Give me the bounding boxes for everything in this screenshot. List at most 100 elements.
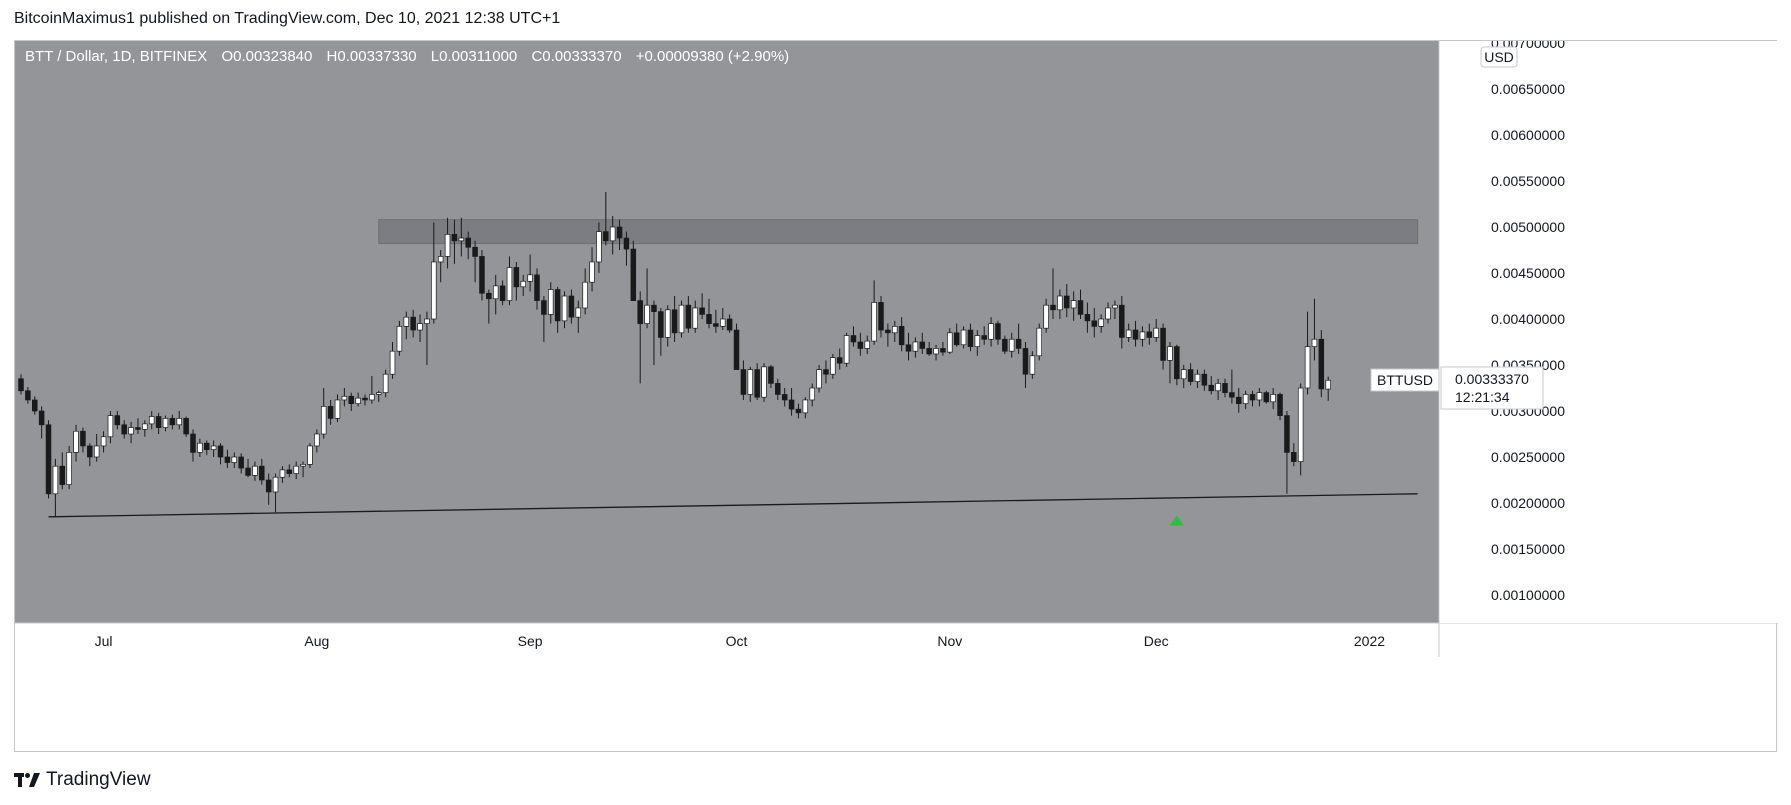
candle-body bbox=[1098, 318, 1104, 327]
candle bbox=[437, 250, 444, 283]
candle-body bbox=[155, 416, 162, 428]
candle-body bbox=[465, 237, 471, 248]
candle-body bbox=[1002, 338, 1008, 352]
candle-body bbox=[252, 465, 258, 476]
legend-l-value: 0.00311000 bbox=[439, 48, 517, 65]
candle bbox=[1139, 326, 1146, 347]
resistance-zone-layer bbox=[378, 219, 1419, 245]
plot-area bbox=[15, 41, 1439, 623]
candle-body bbox=[843, 335, 850, 364]
candle-body bbox=[905, 344, 912, 352]
publisher-name[interactable]: BitcoinMaximus1 bbox=[14, 10, 135, 27]
candle-body bbox=[823, 369, 829, 375]
candle-body bbox=[1256, 392, 1263, 401]
candle bbox=[1077, 289, 1084, 319]
candle-body bbox=[1215, 383, 1221, 392]
candle-body bbox=[341, 395, 348, 401]
candle-body bbox=[1297, 387, 1304, 462]
candle bbox=[1249, 390, 1256, 407]
currency-label: USD bbox=[1484, 49, 1514, 65]
support-trendline bbox=[48, 493, 1418, 518]
candle bbox=[334, 394, 341, 423]
legend-l-label: L bbox=[431, 48, 439, 65]
candle bbox=[905, 332, 912, 361]
candle-body bbox=[830, 357, 836, 375]
candle-body bbox=[1208, 384, 1214, 392]
candle bbox=[568, 289, 575, 324]
candle bbox=[389, 342, 396, 379]
candle-body bbox=[279, 469, 286, 478]
candle-body bbox=[651, 304, 657, 312]
candle-body bbox=[293, 465, 299, 474]
candle bbox=[1160, 323, 1166, 370]
candle-body bbox=[389, 350, 396, 375]
candle bbox=[981, 326, 987, 345]
candle bbox=[190, 429, 196, 462]
candle bbox=[376, 390, 382, 402]
candle bbox=[843, 332, 850, 367]
legend-c-label: C bbox=[531, 48, 542, 65]
support-line-layer bbox=[48, 493, 1418, 518]
candle bbox=[1112, 300, 1118, 319]
candle bbox=[892, 320, 898, 342]
candle bbox=[1256, 388, 1263, 407]
candle-body bbox=[596, 231, 602, 263]
candle bbox=[472, 240, 478, 283]
candle-body bbox=[857, 341, 864, 349]
candle-body bbox=[809, 387, 815, 401]
currency-badge[interactable]: USD bbox=[1480, 46, 1518, 68]
candle bbox=[224, 449, 231, 469]
candle-body bbox=[80, 430, 86, 447]
candle bbox=[155, 412, 162, 434]
price-axis-ticks: 0.00700000 0.00650000 0.00600000 0.00550000… bbox=[1491, 41, 1565, 603]
candle-body bbox=[1249, 394, 1256, 401]
candle bbox=[183, 416, 189, 437]
candle-body bbox=[1242, 394, 1249, 404]
time-axis-area bbox=[15, 623, 1439, 657]
candle bbox=[52, 458, 59, 517]
candle-body bbox=[369, 394, 375, 401]
candle-body bbox=[18, 378, 24, 392]
candle-body bbox=[761, 366, 767, 398]
candle bbox=[1174, 344, 1180, 386]
candle bbox=[444, 217, 451, 269]
candle-body bbox=[1029, 355, 1036, 375]
candle-body bbox=[1077, 300, 1084, 315]
candle bbox=[1022, 342, 1029, 388]
candle-body bbox=[437, 256, 444, 263]
price-tick-label: 0.00150000 bbox=[1491, 541, 1565, 557]
candle-body bbox=[135, 427, 141, 430]
candle bbox=[596, 222, 602, 273]
candle-body bbox=[169, 418, 176, 426]
candle bbox=[575, 300, 582, 333]
candle-body bbox=[382, 373, 389, 393]
candle-body bbox=[706, 314, 712, 324]
candle bbox=[1277, 392, 1283, 421]
chart-canvas[interactable]: 0.00700000 0.00650000 0.00600000 0.00550000… bbox=[15, 41, 1778, 753]
candle bbox=[341, 388, 348, 407]
candle bbox=[38, 406, 45, 439]
candle-body bbox=[768, 366, 774, 384]
price-axis-area[interactable] bbox=[1439, 41, 1778, 623]
candle bbox=[582, 268, 588, 315]
candle-body bbox=[554, 289, 561, 322]
legend-symbol[interactable]: BTT / Dollar, 1D, BITFINEX bbox=[25, 48, 207, 65]
candle bbox=[1201, 369, 1208, 391]
candle bbox=[59, 452, 66, 490]
candle-body bbox=[630, 248, 637, 301]
candle-body bbox=[1325, 379, 1331, 390]
candle-body bbox=[472, 246, 478, 257]
candle-body bbox=[720, 318, 726, 327]
candle-body bbox=[272, 476, 279, 493]
candle-body bbox=[73, 430, 79, 453]
candle-body bbox=[197, 442, 203, 453]
brand-name[interactable]: TradingView bbox=[46, 769, 151, 790]
candle bbox=[878, 296, 884, 338]
candle-body bbox=[1125, 329, 1132, 338]
candle bbox=[761, 363, 767, 402]
candle-body bbox=[747, 369, 754, 395]
candle-body bbox=[128, 427, 134, 435]
candle-body bbox=[616, 226, 623, 239]
candle-body bbox=[912, 341, 919, 352]
candle bbox=[1167, 342, 1173, 384]
